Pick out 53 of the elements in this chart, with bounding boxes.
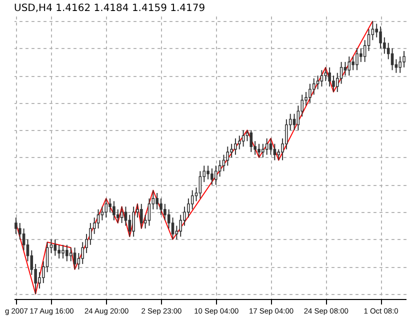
candlestick [316,75,320,90]
candlestick [120,206,124,224]
candlestick [352,56,354,71]
candlestick [356,48,358,71]
candlestick [171,217,174,240]
candlestick [14,217,18,234]
candlestick [96,208,100,229]
candlestick [312,78,316,96]
candlestick [250,130,253,153]
candlestick [66,244,68,262]
candlestick [226,146,230,166]
candlestick [285,118,288,150]
candlestick [324,66,328,82]
candlestick [360,48,362,62]
candlestick [140,203,143,229]
candlestick [81,242,84,264]
candlestick [320,70,324,88]
candlestick [73,247,76,270]
candlestick [402,50,406,68]
chart-title: USD,H4 1.4162 1.4184 1.4159 1.4179 [14,3,206,14]
candlestick [190,190,194,210]
candlestick [379,26,382,49]
candlestick [62,244,64,260]
candlestick [234,138,237,156]
candlestick [100,206,104,221]
candlestick [89,222,92,246]
candlestick [398,56,402,74]
candlestick [262,143,264,158]
candlestick [58,244,60,260]
candlestick [210,168,214,186]
candlestick [69,247,72,262]
candlestick [108,198,112,213]
candlestick [258,143,260,158]
candlestick [344,61,347,76]
candlestick [348,56,351,76]
candlestick [104,198,108,218]
candlestick [179,214,182,238]
candlestick [206,165,210,180]
candlestick [238,135,241,150]
candlestick [308,83,312,104]
candlestick [128,214,132,238]
candlestick [332,75,335,92]
candlestick [112,200,116,221]
candlestick [160,198,162,216]
candlestick [214,165,218,186]
candlestick [156,192,158,210]
candlestick [164,203,166,221]
candlestick [132,206,135,238]
candlestick [116,208,120,224]
candlestick [187,198,190,218]
candlestick [230,143,233,158]
candlestick [198,170,202,199]
candlestick [328,66,331,88]
